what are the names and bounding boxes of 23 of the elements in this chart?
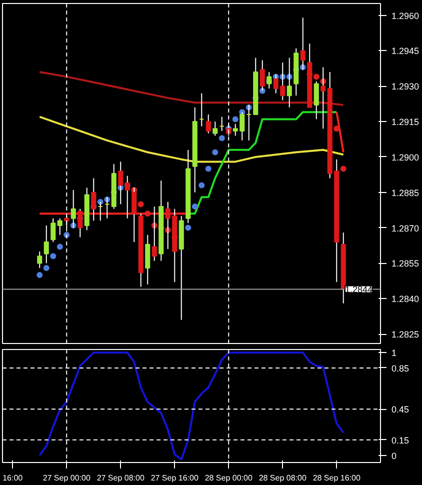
y-tick-label: 0.85 (392, 363, 410, 374)
x-tick-label: 27 Sep 08:00 (96, 474, 145, 482)
y-tick-label: 0 (392, 450, 397, 461)
y-tick-label: 1.2915 (392, 117, 420, 128)
x-tick-label: 27 Sep 16:00 (150, 474, 199, 482)
y-tick-label: 1.2900 (392, 152, 420, 162)
y-tick-label: 1.2870 (392, 223, 420, 234)
y-tick-label: 0.45 (392, 404, 410, 415)
x-tick-label: 28 Sep 08:00 (258, 474, 307, 482)
y-tick-label: 1 (392, 348, 397, 358)
y-tick-label: 1.2930 (392, 82, 420, 92)
x-tick-label: 28 Sep 00:00 (204, 474, 253, 482)
y-tick-label: 1.2825 (392, 330, 420, 340)
y-tick-label: 0.15 (392, 435, 410, 446)
y-tick-label: 1.2840 (392, 294, 420, 304)
x-tick-label: 28 Sep 16:00 (312, 474, 361, 482)
y-tick-label: 1.2885 (392, 188, 420, 198)
y-tick-label: 1.2960 (392, 10, 420, 21)
y-tick-label: 1.2855 (392, 258, 420, 269)
x-tick-label: 27 Sep 00:00 (42, 474, 91, 482)
x-tick-label: 16:00 (2, 474, 24, 482)
y-tick-label: 1.2945 (392, 46, 420, 56)
ref-line-label: 1.2844 (344, 284, 373, 295)
